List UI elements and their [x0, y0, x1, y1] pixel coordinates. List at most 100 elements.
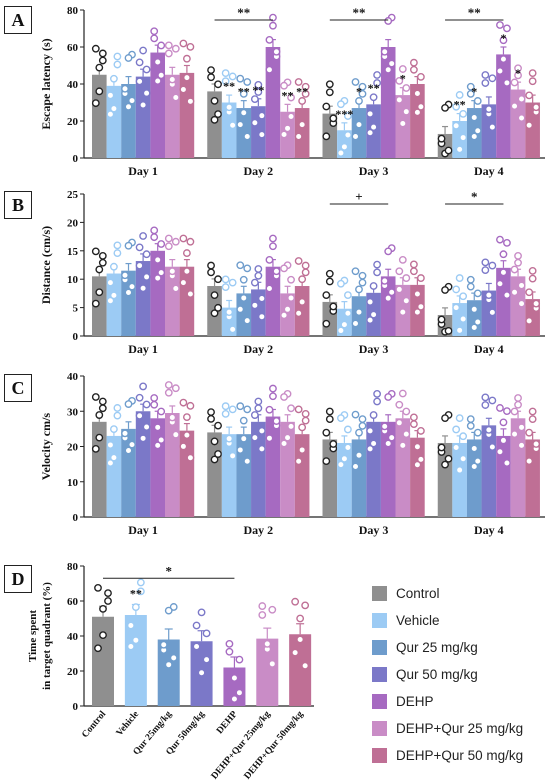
- data-point: [294, 457, 303, 466]
- data-point: [517, 95, 526, 103]
- significance-label: *: [400, 72, 406, 86]
- data-point: [150, 226, 159, 235]
- data-point: [150, 27, 159, 36]
- data-point: [343, 291, 352, 300]
- data-point: [250, 433, 259, 442]
- data-point: [473, 457, 482, 466]
- data-point: [124, 54, 133, 62]
- bar: [294, 108, 310, 158]
- data-point: [398, 389, 407, 398]
- data-point: [496, 235, 504, 244]
- data-point: [179, 85, 188, 94]
- legend-label: Qur 50 mg/kg: [396, 667, 478, 682]
- data-point: [481, 258, 490, 267]
- data-point: [488, 123, 497, 131]
- bar: [150, 52, 165, 158]
- data-point: [106, 459, 115, 467]
- data-point: [402, 430, 411, 438]
- data-point: [221, 409, 230, 418]
- bar: [106, 435, 122, 517]
- legend: Control Vehicle Qur 25 mg/kg Qur 50 mg/k…: [372, 580, 550, 769]
- legend-label: Qur 25 mg/kg: [396, 640, 478, 655]
- data-point: [269, 13, 277, 22]
- data-point: [142, 89, 151, 98]
- data-point: [473, 289, 482, 298]
- panel-label-a: A: [4, 6, 32, 34]
- data-point: [168, 267, 177, 276]
- data-point: [186, 97, 195, 106]
- bar: [92, 74, 107, 158]
- bar: [135, 261, 151, 336]
- data-point: [384, 247, 393, 256]
- data-point: [221, 69, 230, 78]
- data-point: [272, 47, 281, 56]
- data-point: [150, 233, 159, 242]
- bar: [351, 108, 367, 158]
- data-point: [373, 71, 381, 79]
- data-point: [126, 621, 135, 630]
- data-point: [395, 285, 404, 294]
- data-point: [416, 72, 425, 81]
- legend-swatch: [372, 748, 387, 763]
- significance-label: *: [500, 31, 506, 45]
- bar: [380, 47, 396, 158]
- data-point: [214, 303, 222, 312]
- bar: [410, 84, 425, 158]
- data-point: [517, 114, 526, 122]
- data-point: [135, 261, 144, 270]
- data-point: [91, 299, 100, 308]
- data-point: [239, 434, 248, 443]
- data-point: [358, 89, 367, 98]
- data-point: [250, 301, 259, 310]
- data-point: [470, 113, 479, 122]
- data-point: [113, 249, 122, 257]
- data-point: [459, 109, 468, 118]
- bar: [481, 104, 497, 158]
- y-tick-label: 40: [67, 631, 79, 643]
- data-point: [291, 648, 300, 657]
- data-point: [402, 407, 411, 416]
- panel-label-c: C: [4, 374, 32, 402]
- data-point: [182, 267, 191, 276]
- data-point: [157, 71, 166, 80]
- data-point: [164, 381, 173, 389]
- data-point: [239, 89, 248, 98]
- data-point: [265, 284, 274, 293]
- data-point: [257, 444, 266, 453]
- y-tick-label: 20: [67, 442, 79, 454]
- data-point: [366, 128, 374, 137]
- data-point: [124, 400, 133, 408]
- data-point: [369, 93, 378, 102]
- data-point: [514, 258, 522, 267]
- data-point: [322, 291, 331, 300]
- data-point: [416, 455, 425, 464]
- data-point: [150, 394, 159, 402]
- data-point: [336, 460, 345, 469]
- data-point: [484, 425, 493, 434]
- data-point: [110, 104, 118, 113]
- data-point: [336, 279, 345, 288]
- data-point: [280, 81, 288, 90]
- x-category-label: Day 4: [474, 164, 504, 178]
- y-tick-label: 0: [73, 331, 79, 343]
- data-point: [384, 439, 393, 448]
- legend-label: DEHP+Qur 25 mg/kg: [396, 721, 524, 736]
- data-point: [481, 393, 490, 402]
- data-point: [121, 84, 129, 93]
- data-point: [355, 428, 363, 437]
- data-point: [387, 59, 396, 68]
- data-point: [510, 288, 519, 297]
- data-point: [110, 453, 118, 462]
- data-point: [254, 80, 263, 89]
- data-point: [164, 41, 173, 50]
- data-point: [503, 291, 511, 300]
- data-point: [373, 397, 381, 406]
- data-point: [135, 243, 144, 252]
- x-category-label: Control: [80, 709, 108, 740]
- data-point: [236, 402, 245, 411]
- data-point: [164, 606, 173, 615]
- data-point: [257, 111, 266, 120]
- data-point: [322, 457, 331, 466]
- data-point: [257, 130, 266, 139]
- data-point: [380, 422, 389, 431]
